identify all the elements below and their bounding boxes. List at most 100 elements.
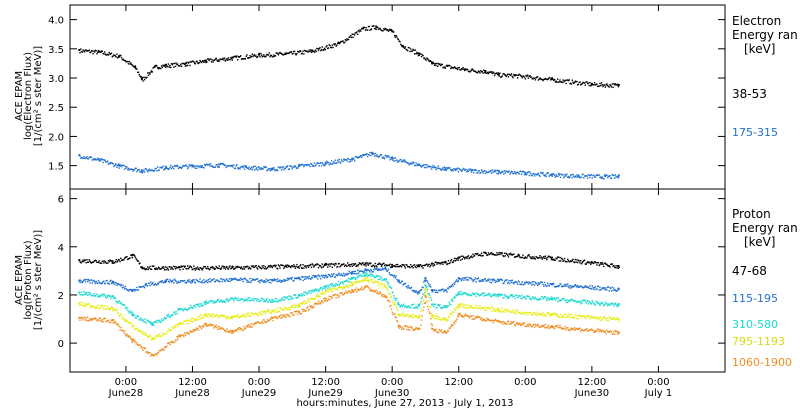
trace-dot-175-315	[596, 174, 598, 176]
trace-dot-310-580	[518, 294, 520, 297]
trace-dot-310-580	[187, 308, 189, 311]
trace-dot-115-195	[133, 288, 135, 291]
trace-dot-47-68	[473, 255, 475, 258]
trace-dot-38-53	[171, 64, 174, 66]
trace-dot-175-315	[530, 172, 532, 175]
trace-dot-115-195	[142, 285, 144, 288]
trace-dot-1060-1900	[306, 306, 309, 308]
trace-dot-47-68	[325, 262, 327, 265]
trace-dot-175-315	[436, 167, 439, 169]
trace-dot-47-68	[312, 264, 314, 266]
trace-dot-1060-1900	[323, 298, 325, 300]
trace-dot-1060-1900	[407, 328, 410, 331]
trace-dot-38-53	[385, 28, 387, 30]
trace-dot-47-68	[343, 263, 345, 265]
trace-dot-1060-1900	[473, 318, 476, 320]
trace-dot-1060-1900	[127, 335, 129, 337]
data-point-175-315	[324, 161, 327, 164]
trace-dot-310-580	[573, 300, 575, 302]
trace-dot-47-68	[91, 261, 94, 263]
trace-dot-795-1193	[361, 279, 363, 281]
trace-dot-38-53	[472, 69, 474, 71]
trace-dot-47-68	[502, 254, 504, 257]
trace-dot-38-53	[389, 28, 391, 30]
trace-dot-38-53	[253, 54, 255, 56]
trace-dot-175-315	[393, 160, 396, 162]
trace-dot-310-580	[160, 321, 162, 324]
trace-dot-115-195	[200, 281, 202, 283]
trace-dot-1060-1900	[161, 348, 164, 351]
trace-dot-310-580	[227, 300, 230, 303]
trace-dot-38-53	[414, 49, 417, 51]
trace-dot-38-53	[432, 61, 434, 63]
trace-dot-1060-1900	[421, 315, 423, 317]
trace-dot-310-580	[390, 287, 393, 290]
trace-dot-47-68	[476, 253, 478, 255]
trace-dot-38-53	[532, 78, 534, 80]
trace-dot-175-315	[126, 166, 128, 168]
trace-dot-115-195	[175, 280, 177, 283]
trace-dot-795-1193	[276, 308, 278, 310]
trace-dot-175-315	[185, 164, 187, 166]
trace-dot-175-315	[133, 168, 135, 171]
trace-dot-38-53	[120, 54, 122, 57]
trace-dot-115-195	[398, 281, 400, 283]
trace-dot-47-68	[337, 263, 340, 265]
trace-dot-1060-1900	[517, 323, 520, 326]
trace-dot-310-580	[125, 306, 127, 308]
trace-dot-47-68	[512, 253, 514, 256]
trace-dot-115-195	[595, 288, 597, 291]
trace-dot-115-195	[426, 280, 428, 282]
trace-dot-115-195	[455, 280, 457, 282]
trace-dot-795-1193	[226, 315, 229, 317]
trace-dot-175-315	[509, 173, 511, 175]
trace-dot-115-195	[430, 286, 432, 288]
trace-dot-115-195	[87, 278, 90, 281]
trace-dot-795-1193	[231, 317, 234, 320]
trace-dot-1060-1900	[460, 315, 463, 318]
trace-dot-1060-1900	[105, 320, 107, 323]
trace-dot-115-195	[483, 278, 486, 280]
data-point-795-1193	[431, 315, 434, 318]
trace-dot-795-1193	[214, 315, 217, 317]
trace-dot-310-580	[363, 274, 365, 277]
trace-dot-47-68	[183, 265, 185, 267]
trace-dot-310-580	[319, 288, 321, 290]
trace-dot-115-195	[137, 289, 139, 291]
trace-dot-175-315	[574, 175, 577, 177]
trace-dot-47-68	[618, 266, 620, 268]
trace-dot-175-315	[390, 157, 392, 159]
trace-dot-175-315	[174, 165, 177, 168]
trace-dot-38-53	[535, 77, 537, 79]
trace-dot-795-1193	[518, 311, 520, 314]
trace-dot-115-195	[408, 286, 410, 289]
trace-dot-1060-1900	[89, 318, 91, 320]
trace-dot-115-195	[226, 280, 229, 282]
trace-dot-175-315	[493, 171, 495, 173]
trace-dot-310-580	[140, 319, 143, 321]
trace-dot-310-580	[238, 299, 240, 301]
trace-dot-1060-1900	[123, 330, 126, 332]
trace-dot-47-68	[169, 266, 171, 268]
trace-dot-38-53	[243, 57, 246, 60]
trace-dot-38-53	[465, 68, 467, 71]
trace-dot-795-1193	[556, 313, 558, 315]
trace-dot-310-580	[373, 276, 376, 279]
trace-dot-310-580	[251, 299, 254, 301]
trace-dot-1060-1900	[416, 327, 418, 330]
trace-dot-1060-1900	[200, 327, 203, 330]
trace-dot-47-68	[235, 265, 237, 268]
trace-dot-175-315	[122, 164, 124, 167]
trace-dot-310-580	[91, 295, 94, 297]
trace-dot-38-53	[153, 66, 155, 69]
trace-dot-47-68	[370, 265, 373, 268]
trace-dot-310-580	[581, 301, 583, 304]
trace-dot-310-580	[213, 302, 216, 304]
trace-dot-38-53	[412, 48, 414, 51]
trace-dot-115-195	[360, 270, 363, 272]
trace-dot-1060-1900	[550, 325, 553, 328]
trace-dot-115-195	[215, 279, 217, 281]
trace-dot-38-53	[310, 51, 313, 54]
trace-dot-38-53	[543, 78, 545, 81]
trace-dot-1060-1900	[83, 316, 85, 318]
